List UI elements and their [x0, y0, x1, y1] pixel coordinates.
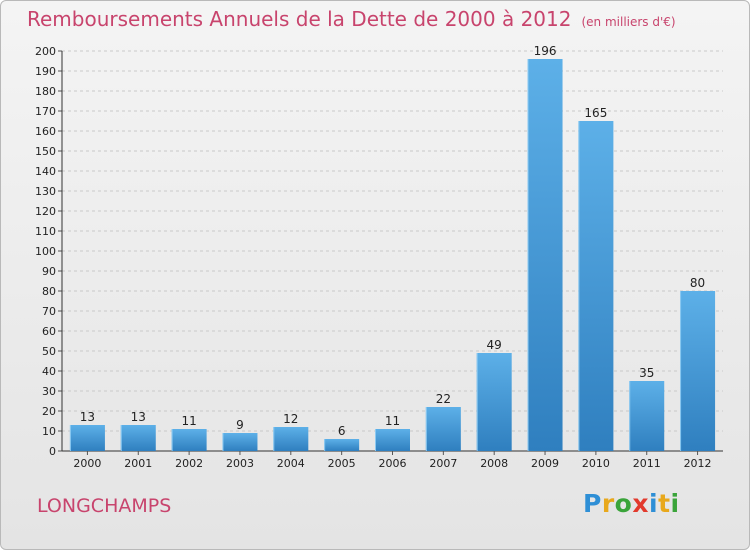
x-tick-label: 2010: [582, 457, 610, 470]
y-tick-label: 160: [35, 125, 56, 138]
data-label: 35: [639, 366, 654, 380]
logo-letter: r: [601, 489, 615, 518]
y-tick-label: 180: [35, 85, 56, 98]
bar: [425, 407, 461, 451]
logo-letter: i: [649, 489, 659, 518]
x-tick-label: 2002: [175, 457, 203, 470]
data-label: 11: [181, 414, 196, 428]
bar: [324, 439, 360, 451]
y-tick-label: 90: [42, 265, 56, 278]
data-label: 11: [385, 414, 400, 428]
bar: [476, 353, 512, 451]
y-tick-label: 80: [42, 285, 56, 298]
proxiti-logo: Proxiti: [583, 489, 680, 518]
data-label: 13: [131, 410, 146, 424]
data-label: 22: [436, 392, 451, 406]
data-label: 9: [236, 418, 244, 432]
y-tick-label: 70: [42, 305, 56, 318]
logo-letter: o: [614, 489, 633, 518]
y-tick-label: 20: [42, 405, 56, 418]
data-label: 13: [80, 410, 95, 424]
x-tick-label: 2004: [277, 457, 305, 470]
bar: [375, 429, 410, 451]
x-tick-label: 2003: [226, 457, 254, 470]
bar: [629, 381, 665, 451]
y-tick-label: 120: [35, 205, 56, 218]
y-tick-label: 40: [42, 365, 56, 378]
x-tick-label: 2006: [379, 457, 407, 470]
title-text: Remboursements Annuels de la Dette de 20…: [27, 7, 572, 31]
data-label: 165: [584, 106, 607, 120]
data-label: 6: [338, 424, 346, 438]
y-tick-label: 100: [35, 245, 56, 258]
bar: [527, 59, 563, 451]
y-tick-label: 30: [42, 385, 56, 398]
bar: [222, 433, 258, 451]
y-tick-label: 190: [35, 65, 56, 78]
y-tick-label: 130: [35, 185, 56, 198]
x-tick-label: 2000: [73, 457, 101, 470]
data-label: 80: [690, 276, 705, 290]
x-tick-label: 2007: [429, 457, 457, 470]
bar: [680, 291, 716, 451]
x-tick-label: 2011: [633, 457, 661, 470]
y-tick-label: 150: [35, 145, 56, 158]
title-unit: (en milliers d'€): [581, 15, 676, 29]
bar: [273, 427, 309, 451]
y-tick-label: 170: [35, 105, 56, 118]
y-tick-label: 50: [42, 345, 56, 358]
logo-letter: P: [583, 489, 602, 518]
x-tick-label: 2005: [328, 457, 356, 470]
bar: [578, 121, 614, 451]
chart-title: Remboursements Annuels de la Dette de 20…: [27, 7, 676, 31]
y-tick-label: 110: [35, 225, 56, 238]
data-label: 49: [487, 338, 502, 352]
commune-name: LONGCHAMPS: [37, 495, 172, 517]
bar: [120, 425, 156, 451]
x-tick-label: 2001: [124, 457, 152, 470]
logo-letter: x: [632, 489, 649, 518]
y-tick-label: 60: [42, 325, 56, 338]
bar: [69, 425, 105, 451]
data-label: 12: [283, 412, 298, 426]
x-tick-label: 2012: [684, 457, 712, 470]
x-tick-label: 2009: [531, 457, 559, 470]
logo-letter: i: [670, 489, 680, 518]
x-tick-label: 2008: [480, 457, 508, 470]
y-tick-label: 200: [35, 45, 56, 58]
data-label: 196: [534, 44, 557, 58]
bar: [171, 429, 207, 451]
logo-letter: t: [658, 489, 671, 518]
y-tick-label: 140: [35, 165, 56, 178]
y-tick-label: 0: [49, 445, 56, 458]
y-tick-label: 10: [42, 425, 56, 438]
